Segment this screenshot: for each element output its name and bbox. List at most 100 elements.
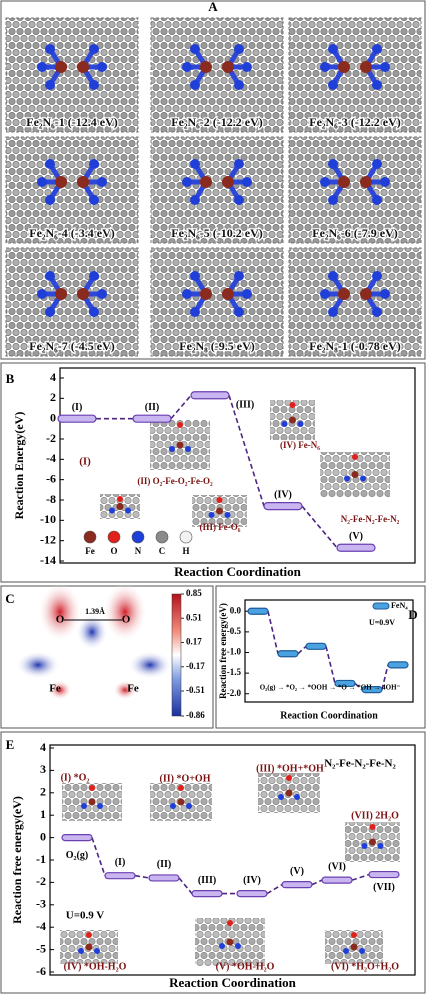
panel-label: C [5, 591, 14, 606]
y-tick-label: 4 [40, 740, 46, 754]
fe-atom [350, 943, 358, 951]
fe-atom [351, 471, 359, 478]
annotation: O₂(g) → *O₂ → *OOH → *O → *OH → 4OH⁻ [260, 684, 401, 692]
n-atom [328, 80, 338, 90]
fe-atom [77, 61, 89, 73]
o-atom [369, 824, 376, 830]
n-atom [186, 803, 192, 809]
colorbar [171, 593, 182, 717]
o-atom [89, 785, 95, 791]
level-label: (VII) [373, 882, 395, 893]
n-atom [89, 195, 99, 205]
n-atom [328, 44, 338, 54]
o-atom [227, 920, 233, 926]
y-tick-label: 3 [40, 762, 46, 776]
n-atom [360, 475, 366, 482]
plot-frame [59, 367, 416, 564]
connector [178, 877, 193, 895]
n-atom [37, 177, 47, 187]
level-label: (II) [145, 402, 159, 413]
colorbar-tick-label: 0.51 [186, 612, 202, 622]
y-tick-label: -2 [36, 874, 46, 888]
atom-label: H [182, 546, 189, 556]
structure-image [288, 17, 422, 133]
y-tick-label: -6 [36, 964, 46, 978]
annotation: (VI) *H₂O+H₂O [331, 961, 399, 972]
n-atom [234, 44, 244, 54]
y-axis-label: Reaction Energy(eV) [12, 412, 26, 520]
energy-level [236, 889, 268, 898]
annotation: (II) O₂-Fe-O₂-Fe-O₂ [137, 476, 213, 486]
density-label: 1.39Å [85, 607, 105, 616]
n-atom [242, 62, 252, 72]
x-axis-label: Reaction Coordination [169, 975, 297, 990]
o-atom [117, 496, 123, 502]
n-atom [372, 44, 382, 54]
panel-label: E [6, 737, 15, 752]
panel-frame [215, 585, 426, 729]
n-atom [78, 948, 84, 954]
density-label: O [122, 614, 131, 626]
n-atom [97, 177, 107, 187]
connector [170, 394, 192, 420]
panel-frame [0, 585, 214, 729]
y-tick-label: 0.0 [230, 605, 242, 615]
y-tick-label: -14 [40, 553, 56, 567]
y-tick-label: -2 [46, 431, 56, 445]
y-tick-label: -3 [36, 897, 46, 911]
density-lobe [38, 582, 82, 642]
fe-atom [360, 176, 372, 188]
y-tick-label: 0 [50, 410, 56, 424]
fe-atom [289, 416, 296, 424]
connector [381, 664, 389, 690]
o-atom [86, 932, 92, 938]
panel-label: A [208, 0, 218, 14]
o-atom [286, 775, 292, 781]
n-atom [380, 62, 390, 72]
n-atom [242, 289, 252, 299]
density-label: Fe [49, 683, 61, 695]
fe-atom [285, 789, 293, 797]
n-atom [182, 289, 192, 299]
n-atom [97, 803, 103, 809]
y-tick-label: -1.0 [227, 647, 242, 657]
fe-atom [55, 176, 67, 188]
energy-level [281, 881, 313, 889]
energy-level [132, 414, 172, 423]
y-tick-label: 2 [40, 785, 46, 799]
n-atom [278, 794, 284, 800]
structure-image [288, 136, 422, 244]
atom-swatch [179, 530, 193, 544]
energy-level [247, 607, 269, 615]
colorbar-tick-label: 0.85 [186, 588, 202, 598]
atom-label: C [159, 546, 166, 556]
n-atom [344, 475, 350, 482]
n-atom [89, 80, 99, 90]
fe-atom [55, 61, 67, 73]
panel-frame [0, 0, 426, 360]
annotation: (I) [79, 456, 91, 468]
o-atom [352, 454, 358, 460]
o-atom [351, 932, 357, 938]
level-label: (III) [236, 400, 254, 411]
structure-image [150, 17, 284, 133]
n-atom [242, 177, 252, 187]
structure-label: Fe₂N₆-6 (-7.9 eV) [312, 226, 398, 240]
x-axis-label: Reaction Coordination [280, 710, 378, 721]
n-atom [234, 80, 244, 90]
annotation: U=0.9 V [66, 910, 105, 922]
energy-level [336, 543, 376, 552]
structure-label: Fe₂N₈-1 (-0.78 eV) [309, 339, 401, 353]
y-tick-label: -2.0 [227, 688, 242, 698]
o-atom [216, 497, 223, 503]
y-tick-label: -1.5 [227, 667, 242, 677]
colorbar-tick-label: -0.17 [186, 661, 205, 671]
y-tick-label: -8 [46, 492, 56, 506]
fe-atom [77, 288, 89, 300]
n-atom [297, 421, 304, 427]
energy-level [368, 870, 400, 879]
level-label: (II) [157, 859, 171, 870]
n-atom [281, 421, 288, 427]
legend-label: FeN₄ [391, 601, 408, 610]
